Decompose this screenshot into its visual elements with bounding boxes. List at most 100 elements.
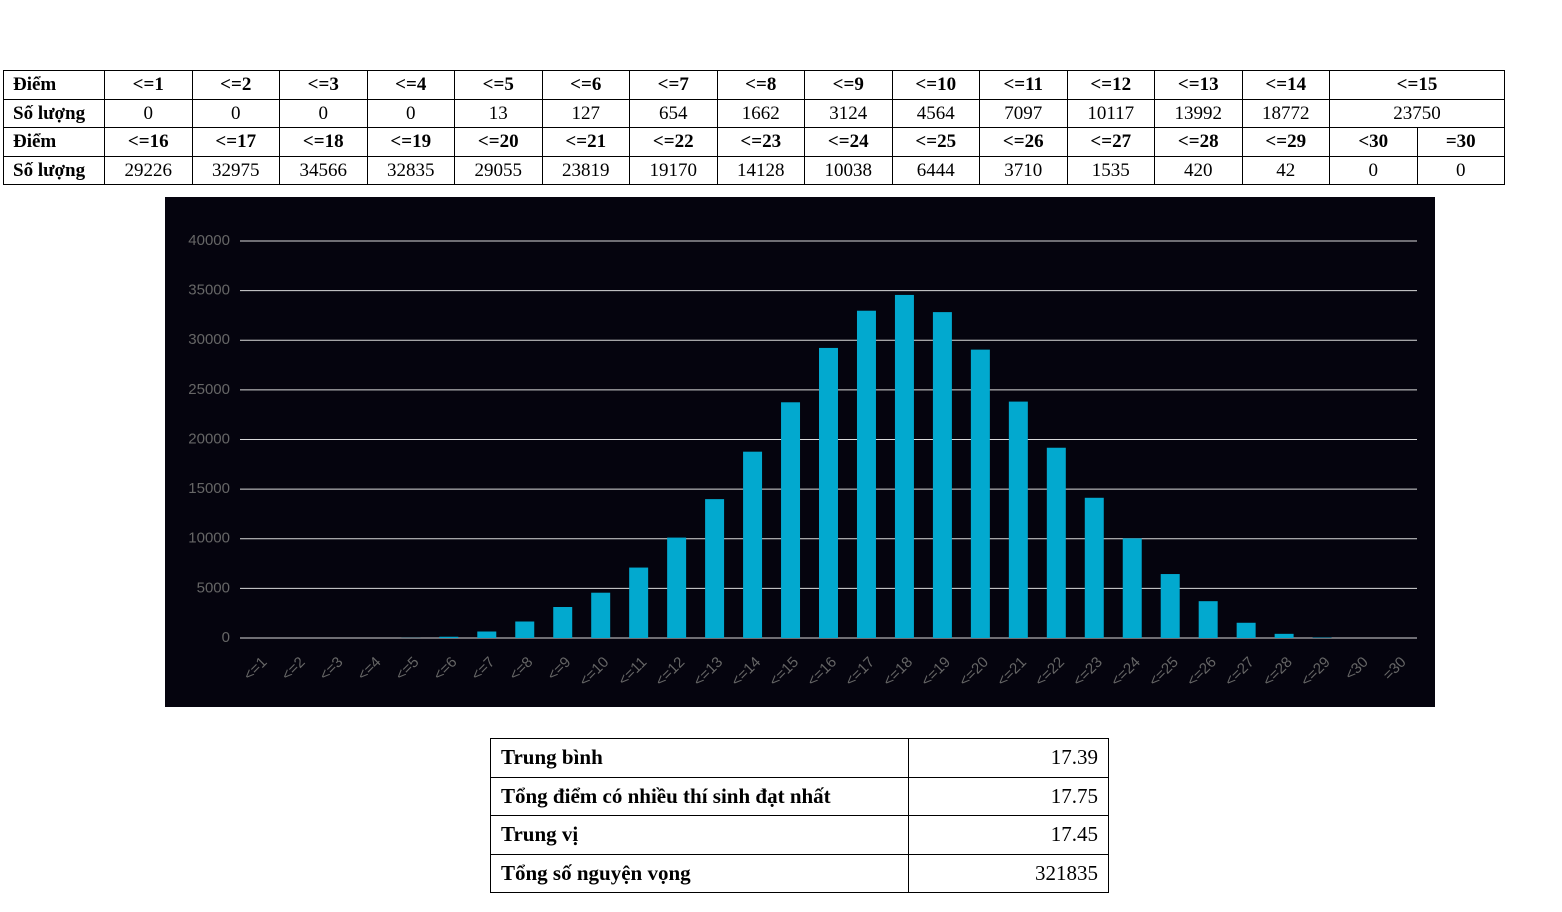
table-cell: <=10 bbox=[891, 70, 980, 100]
table-cell: <=8 bbox=[716, 70, 805, 100]
table-cell: Điểm bbox=[3, 70, 105, 100]
table-cell: 17.75 bbox=[908, 776, 1109, 816]
table-cell: 18772 bbox=[1241, 98, 1330, 128]
y-tick-label: 40000 bbox=[188, 232, 230, 249]
y-tick-label: 10000 bbox=[188, 530, 230, 547]
score-table: Điểm <=1 <=2 <=3 <=4 <=5 <=6 <=7 <=8 <=9 <=10 <=11 <… bbox=[3, 70, 1505, 185]
bar bbox=[743, 451, 763, 638]
table-row: Số lượng 29226 32975 34566 32835 29055 23819 19… bbox=[3, 155, 1505, 185]
table-cell: 321835 bbox=[908, 853, 1109, 893]
table-cell: 0 bbox=[279, 98, 368, 128]
table-cell: <=17 bbox=[191, 127, 280, 157]
table-cell: 1535 bbox=[1066, 155, 1155, 185]
bar bbox=[781, 402, 801, 638]
table-cell: Số lượng bbox=[3, 98, 105, 128]
table-cell: <=28 bbox=[1154, 127, 1243, 157]
table-cell: 42 bbox=[1241, 155, 1330, 185]
bar bbox=[1160, 574, 1180, 638]
bar bbox=[819, 347, 838, 638]
bar bbox=[856, 310, 876, 638]
table-cell: Số lượng bbox=[3, 155, 105, 185]
table-cell: <=18 bbox=[279, 127, 368, 157]
bar bbox=[1198, 601, 1218, 638]
bar bbox=[1046, 447, 1066, 638]
bar bbox=[894, 294, 914, 638]
y-tick-label: 15000 bbox=[188, 480, 230, 497]
table-cell: 14128 bbox=[716, 155, 805, 185]
bar bbox=[553, 606, 573, 638]
table-cell: =30 bbox=[1416, 127, 1505, 157]
table-cell: 32835 bbox=[366, 155, 455, 185]
table-cell: <=16 bbox=[104, 127, 193, 157]
bar bbox=[1008, 401, 1028, 638]
table-cell: <=19 bbox=[366, 127, 455, 157]
table-cell: 0 bbox=[1416, 155, 1505, 185]
table-cell: 7097 bbox=[979, 98, 1068, 128]
bar bbox=[477, 631, 497, 638]
table-cell: Tổng số nguyện vọng bbox=[490, 853, 909, 893]
table-cell: Trung vị bbox=[490, 815, 909, 855]
table-cell: 0 bbox=[366, 98, 455, 128]
table-cell: Tổng điểm có nhiều thí sinh đạt nhất bbox=[490, 776, 909, 816]
table-cell: 23819 bbox=[541, 155, 630, 185]
bar bbox=[629, 567, 649, 638]
bar bbox=[1274, 633, 1294, 638]
table-cell: 1662 bbox=[716, 98, 805, 128]
table-row: Trung vị 17.45 bbox=[490, 815, 1109, 855]
table-cell: <=5 bbox=[454, 70, 543, 100]
bar bbox=[515, 621, 535, 638]
table-cell: <=26 bbox=[979, 127, 1068, 157]
table-cell: 6444 bbox=[891, 155, 980, 185]
table-cell: <=12 bbox=[1066, 70, 1155, 100]
y-tick-label: 20000 bbox=[188, 430, 230, 447]
stats-table: Trung bình 17.39 Tổng điểm có nhiều thí si… bbox=[490, 738, 1109, 893]
y-tick-label: 25000 bbox=[188, 381, 230, 398]
table-cell: <=3 bbox=[279, 70, 368, 100]
y-tick-label: 0 bbox=[222, 629, 230, 646]
table-cell: <=27 bbox=[1066, 127, 1155, 157]
table-cell: <=14 bbox=[1241, 70, 1330, 100]
table-cell: 3710 bbox=[979, 155, 1068, 185]
table-row: Tổng số nguyện vọng 321835 bbox=[490, 853, 1109, 893]
table-cell: 0 bbox=[191, 98, 280, 128]
chart: 0 5000 10000 15000 20000 25000 30000 35000 40000… bbox=[165, 197, 1435, 707]
bar bbox=[667, 537, 687, 638]
bar bbox=[932, 312, 952, 638]
table-row: Điểm <=16 <=17 <=18 <=19 <=20 <=21 <=22 <=23 <=24… bbox=[3, 127, 1505, 157]
bar bbox=[1084, 497, 1104, 638]
table-cell: 0 bbox=[1329, 155, 1418, 185]
table-cell: 0 bbox=[104, 98, 193, 128]
table-cell: 13992 bbox=[1154, 98, 1243, 128]
table-cell: <=13 bbox=[1154, 70, 1243, 100]
table-cell: <=15 bbox=[1329, 70, 1505, 100]
table-cell: Trung bình bbox=[490, 738, 909, 778]
table-cell: 10117 bbox=[1066, 98, 1155, 128]
bar bbox=[970, 349, 990, 638]
table-cell: 29055 bbox=[454, 155, 543, 185]
table-row: Điểm <=1 <=2 <=3 <=4 <=5 <=6 <=7 <=8 <=9 <=10 <=11 <… bbox=[3, 70, 1505, 100]
table-cell: 17.39 bbox=[908, 738, 1109, 778]
table-cell: 19170 bbox=[629, 155, 718, 185]
table-cell: 654 bbox=[629, 98, 718, 128]
table-cell: <=4 bbox=[366, 70, 455, 100]
table-cell: <=22 bbox=[629, 127, 718, 157]
table-cell: 13 bbox=[454, 98, 543, 128]
table-cell: 10038 bbox=[804, 155, 893, 185]
bar bbox=[1236, 622, 1256, 638]
y-tick-label: 30000 bbox=[188, 331, 230, 348]
table-cell: <=20 bbox=[454, 127, 543, 157]
bar bbox=[705, 499, 725, 638]
table-cell: 17.45 bbox=[908, 815, 1109, 855]
y-tick-label: 5000 bbox=[197, 579, 230, 596]
table-row: Số lượng 0 0 0 0 13 127 654 1662 3124 4564 7097 1011… bbox=[3, 98, 1505, 128]
table-cell: <=11 bbox=[979, 70, 1068, 100]
table-cell: 420 bbox=[1154, 155, 1243, 185]
table-cell: <=21 bbox=[541, 127, 630, 157]
bar bbox=[439, 636, 459, 638]
table-row: Trung bình 17.39 bbox=[490, 738, 1109, 778]
table-cell: <=7 bbox=[629, 70, 718, 100]
table-cell: <=24 bbox=[804, 127, 893, 157]
table-cell: 29226 bbox=[104, 155, 193, 185]
table-cell: 32975 bbox=[191, 155, 280, 185]
